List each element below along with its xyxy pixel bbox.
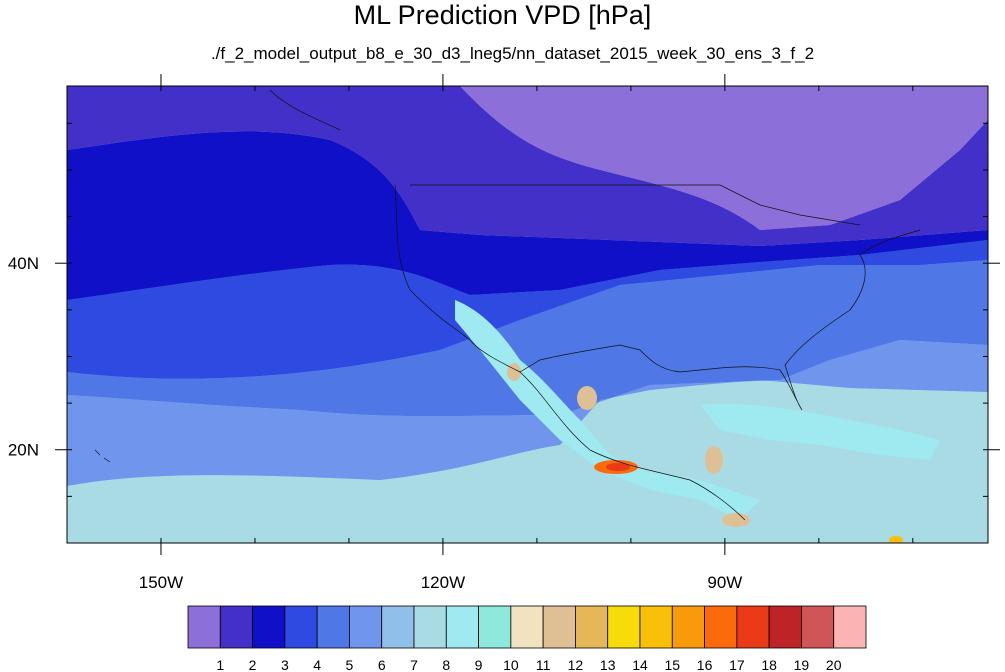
colorbar-swatch xyxy=(252,605,286,649)
colorbar-swatch xyxy=(607,605,641,649)
colorbar-swatch xyxy=(445,605,479,649)
colorbar-label: 10 xyxy=(503,657,519,672)
colorbar-label: 2 xyxy=(249,657,257,672)
vpd-peak-18 xyxy=(606,463,630,471)
vpd-band-5 xyxy=(67,260,988,417)
alaska-coast xyxy=(269,89,341,131)
colorbar-swatch xyxy=(284,605,318,649)
chart-title: ML Prediction VPD [hPa] xyxy=(353,0,652,30)
map-frame xyxy=(66,85,989,544)
colorbar-swatch xyxy=(671,605,705,649)
colorbar-swatch xyxy=(510,605,544,649)
colorbar-swatch xyxy=(801,605,835,649)
colorbar-label: 20 xyxy=(826,657,842,672)
colorbar-swatch xyxy=(542,605,576,649)
vpd-peak-11-a xyxy=(577,386,597,410)
colorbar-swatch xyxy=(575,605,609,649)
colorbar-swatch xyxy=(219,605,253,649)
vpd-band-6 xyxy=(67,340,988,486)
colorbar-label: 16 xyxy=(697,657,713,672)
x-tick-label: 150W xyxy=(139,573,183,592)
colorbar-swatch xyxy=(833,605,867,649)
vpd-band-1-north xyxy=(460,86,988,230)
coastline-overlay xyxy=(94,89,921,521)
vpd-band-8-plateau xyxy=(455,300,760,520)
vpd-peak-12-b xyxy=(722,513,750,527)
vpd-band-8-gulf xyxy=(700,403,940,460)
colorbar-swatch xyxy=(639,605,673,649)
colorbar-swatch xyxy=(736,605,770,649)
vpd-band-2 xyxy=(67,86,988,246)
colorbar-swatch xyxy=(768,605,802,649)
colorbar-label: 18 xyxy=(761,657,777,672)
colorbar: 1 2 3 4 5 6 7 8 9 10 11 12 13 14 15 16 17 18 19 20 xyxy=(187,605,867,672)
colorbar-label: 13 xyxy=(600,657,616,672)
colorbar-label: 15 xyxy=(664,657,680,672)
colorbar-label: 19 xyxy=(794,657,810,672)
vpd-peak-11-b xyxy=(507,363,521,381)
x-tick-label: 120W xyxy=(421,573,465,592)
colorbar-label: 1 xyxy=(216,657,224,672)
colorbar-label: 8 xyxy=(442,657,450,672)
colorbar-label: 17 xyxy=(729,657,745,672)
mexico-coast xyxy=(519,371,746,521)
colorbar-label: 4 xyxy=(313,657,321,672)
colorbar-swatch xyxy=(381,605,415,649)
colorbar-label: 9 xyxy=(475,657,483,672)
colorbar-swatch xyxy=(704,605,738,649)
colorbar-label: 12 xyxy=(568,657,584,672)
y-tick-label: 20N xyxy=(8,441,39,460)
colorbar-label: 14 xyxy=(632,657,648,672)
colorbar-label: 6 xyxy=(378,657,386,672)
colorbar-swatch xyxy=(478,605,512,649)
colorbar-swatch xyxy=(413,605,447,649)
chart-subtitle: ./f_2_model_output_b8_e_30_d3_lneg5/nn_d… xyxy=(210,44,815,63)
colorbar-label: 11 xyxy=(536,657,551,672)
us-west-coast xyxy=(394,184,921,411)
colorbar-swatch xyxy=(349,605,383,649)
colorbar-label: 3 xyxy=(281,657,289,672)
colorbar-label: 5 xyxy=(346,657,354,672)
vpd-peak-12 xyxy=(705,446,723,474)
map-axes: 150W 120W 90W 40N 20N xyxy=(8,74,1000,592)
y-tick-label: 40N xyxy=(8,254,39,273)
colorbar-label: 7 xyxy=(410,657,418,672)
x-tick-label: 90W xyxy=(707,573,742,592)
vpd-band-3 xyxy=(67,131,988,300)
colorbar-swatch xyxy=(187,605,221,649)
us-canada-border xyxy=(410,184,861,226)
colorbar-swatch xyxy=(316,605,350,649)
vpd-band-4 xyxy=(67,240,988,379)
hawaii-islands xyxy=(94,449,111,463)
vpd-peak-14 xyxy=(889,536,903,543)
vpd-field xyxy=(67,86,988,543)
